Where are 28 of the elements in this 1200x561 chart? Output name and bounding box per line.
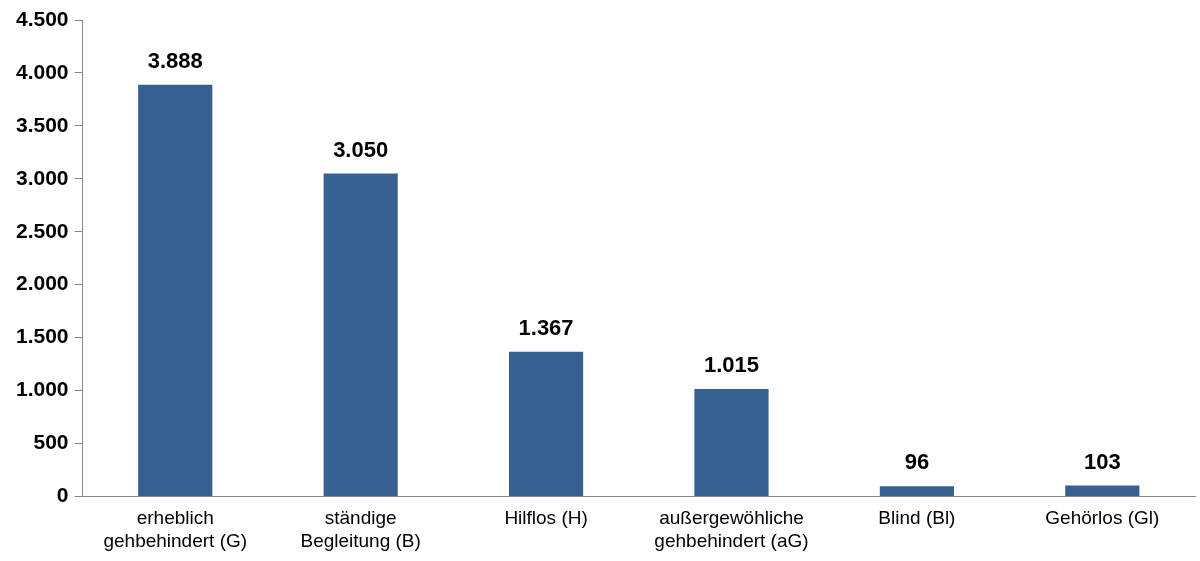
y-tick-label: 4.000	[15, 59, 69, 83]
bar	[508, 351, 584, 496]
data-label: 103	[1083, 448, 1121, 474]
x-tick-label: ständige Begleitung (B)	[300, 507, 421, 551]
y-tick-label: 2.000	[15, 271, 69, 295]
data-label: 3.050	[333, 136, 389, 162]
y-tick-label: 1.500	[15, 324, 69, 348]
bar	[694, 388, 769, 496]
data-label: 3.888	[147, 47, 203, 73]
bar	[323, 173, 398, 496]
x-tick-label: außergewöhliche gehbehindert (aG)	[654, 507, 809, 551]
y-tick-label: 1.000	[15, 377, 69, 401]
y-tick-label: 4.500	[15, 6, 69, 30]
data-label: 1.367	[518, 314, 574, 340]
bar	[879, 486, 954, 496]
x-tick-label: erheblich gehbehindert (G)	[103, 507, 248, 551]
y-tick-label: 3.500	[15, 112, 69, 136]
x-tick-label: Hilflos (H)	[504, 507, 588, 529]
y-tick-label: 3.000	[15, 165, 69, 189]
y-tick-label: 500	[33, 430, 69, 454]
bar	[138, 84, 213, 496]
data-label: 1.015	[703, 352, 760, 378]
y-tick-label: 0	[56, 483, 69, 507]
y-tick-label: 2.500	[15, 218, 69, 242]
data-label: 96	[904, 449, 930, 475]
x-tick-label: Gehörlos (Gl)	[1045, 507, 1160, 529]
x-tick-label: Blind (Bl)	[878, 507, 956, 529]
bar	[1065, 485, 1140, 496]
